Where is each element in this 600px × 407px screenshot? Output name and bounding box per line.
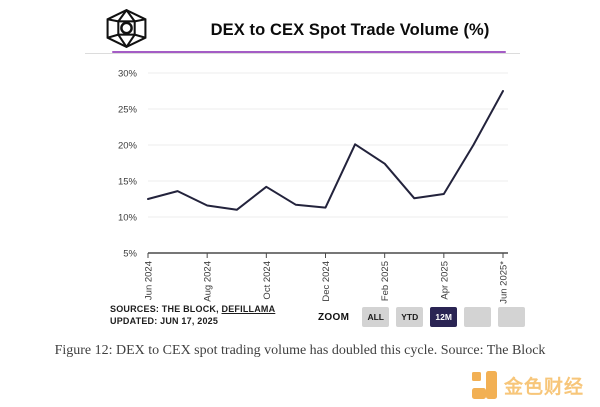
- header-accent-bar: [112, 51, 506, 53]
- y-tick-label-30: 30%: [118, 69, 138, 80]
- y-tick-label-15: 15%: [118, 177, 138, 188]
- x-tick-label-0: Jun 2024: [144, 261, 155, 300]
- x-tick-label-2: Oct 2024: [262, 261, 273, 300]
- figure-caption: Figure 12: DEX to CEX spot trading volum…: [54, 343, 546, 358]
- zoom-button-blank-3[interactable]: [464, 307, 492, 327]
- y-tick-label-10: 10%: [118, 213, 138, 224]
- jinse-watermark-text: 金色财经: [503, 377, 584, 398]
- updated-line: UPDATED: JUN 17, 2025: [110, 316, 219, 326]
- page-title: DEX to CEX Spot Trade Volume (%): [210, 21, 490, 39]
- x-tick-label-5: Apr 2025: [439, 261, 450, 300]
- jinse-watermark: 金色财经: [471, 371, 584, 400]
- defillama-link[interactable]: DEFILLAMA: [221, 304, 276, 314]
- zoom-button-all[interactable]: ALL: [362, 307, 390, 327]
- zoom-controls: ZOOM ALL YTD 12M: [318, 307, 526, 327]
- x-tick-label-4: Feb 2025: [380, 261, 391, 301]
- sources-line: SOURCES: THE BLOCK, DEFILLAMA: [110, 304, 276, 314]
- jinse-finance-icon: [471, 371, 497, 399]
- sources-block: SOURCES: THE BLOCK, DEFILLAMA UPDATED: J…: [110, 303, 275, 327]
- y-tick-label-25: 25%: [118, 105, 138, 116]
- y-tick-label-5: 5%: [123, 249, 137, 260]
- dex-cex-volume-series: [147, 90, 504, 211]
- trade-volume-line-chart: 30% 25% 20% 15% 10% 5% Jun 2024 Aug 2024 Oct 202…: [118, 69, 510, 304]
- header-divider: [85, 53, 520, 54]
- the-block-logo-icon: [106, 9, 147, 48]
- zoom-label: ZOOM: [318, 311, 350, 323]
- zoom-button-blank-4[interactable]: [498, 307, 526, 327]
- x-tick-label-1: Aug 2024: [203, 261, 214, 302]
- zoom-button-ytd[interactable]: YTD: [396, 307, 424, 327]
- zoom-button-12m[interactable]: 12M: [430, 307, 458, 327]
- x-tick-label-6: Jun 2025*: [499, 261, 510, 304]
- x-tick-label-3: Dec 2024: [321, 261, 332, 302]
- y-tick-label-20: 20%: [118, 141, 138, 152]
